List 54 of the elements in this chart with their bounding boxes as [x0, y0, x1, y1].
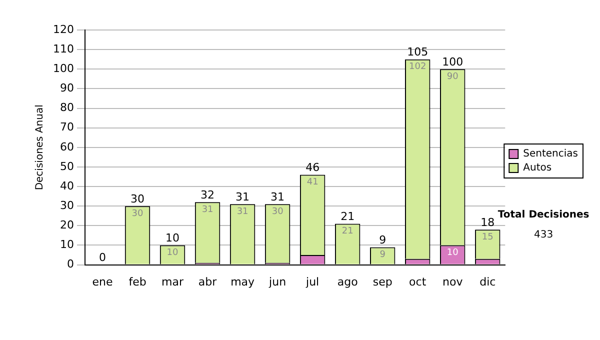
- total-label: 31: [270, 190, 285, 204]
- y-tick-label: 110: [52, 42, 74, 56]
- x-tick-label: ago: [337, 275, 358, 288]
- legend-label: Autos: [523, 162, 552, 174]
- y-tick-label: 10: [60, 238, 74, 252]
- data-label: 10: [446, 248, 459, 258]
- legend-label: Sentencias: [523, 148, 578, 160]
- data-label: 10: [166, 248, 179, 258]
- data-label: 30: [272, 206, 284, 217]
- x-tick-label: mar: [162, 275, 184, 288]
- data-label: 102: [409, 62, 426, 72]
- total-label: 30: [130, 192, 145, 206]
- total-label: 32: [200, 188, 215, 202]
- x-tick-label: abr: [198, 275, 218, 288]
- y-tick-label: 80: [60, 101, 74, 114]
- total-label: 9: [379, 234, 386, 247]
- x-tick-label: dic: [480, 275, 496, 288]
- x-tick-label: feb: [128, 275, 146, 288]
- x-tick-label: sep: [372, 275, 392, 288]
- total-label: 18: [480, 216, 495, 229]
- x-tick-label: nov: [442, 275, 464, 288]
- y-tick-label: 0: [66, 258, 74, 271]
- y-tick-label: 50: [60, 160, 74, 173]
- y-tick-label: 100: [52, 62, 74, 75]
- data-label: 31: [236, 206, 248, 217]
- x-tick-label: ene: [92, 275, 113, 288]
- total-label: 46: [306, 161, 320, 174]
- x-tick-label: may: [230, 275, 256, 288]
- total-label: 100: [442, 55, 464, 68]
- data-label: 90: [446, 72, 459, 82]
- total-label: 31: [236, 190, 250, 204]
- total-label: 105: [407, 46, 428, 59]
- data-label: 21: [342, 226, 354, 237]
- y-tick-label: 70: [60, 120, 74, 134]
- data-label: 30: [132, 208, 144, 219]
- data-label: 15: [482, 232, 494, 242]
- x-tick-label: oct: [409, 275, 427, 288]
- y-tick-label: 40: [60, 179, 74, 192]
- y-tick-label: 60: [60, 140, 74, 154]
- y-tick-label: 120: [52, 22, 74, 36]
- y-axis-title: Decisiones Anual: [34, 104, 46, 190]
- y-tick-label: 20: [60, 218, 74, 232]
- y-tick-label: 30: [60, 198, 74, 212]
- data-label: 31: [202, 205, 214, 216]
- x-tick-label: jun: [268, 275, 286, 288]
- total-label: 10: [166, 232, 180, 245]
- x-tick-label: jul: [305, 275, 320, 288]
- total-label: 0: [99, 251, 106, 264]
- total-label: 21: [340, 210, 355, 224]
- data-label: 9: [380, 250, 386, 260]
- y-tick-label: 90: [60, 82, 74, 95]
- annotation: Total Decisiones: [498, 210, 590, 221]
- text: 433: [534, 230, 554, 241]
- data-label: 41: [306, 178, 318, 188]
